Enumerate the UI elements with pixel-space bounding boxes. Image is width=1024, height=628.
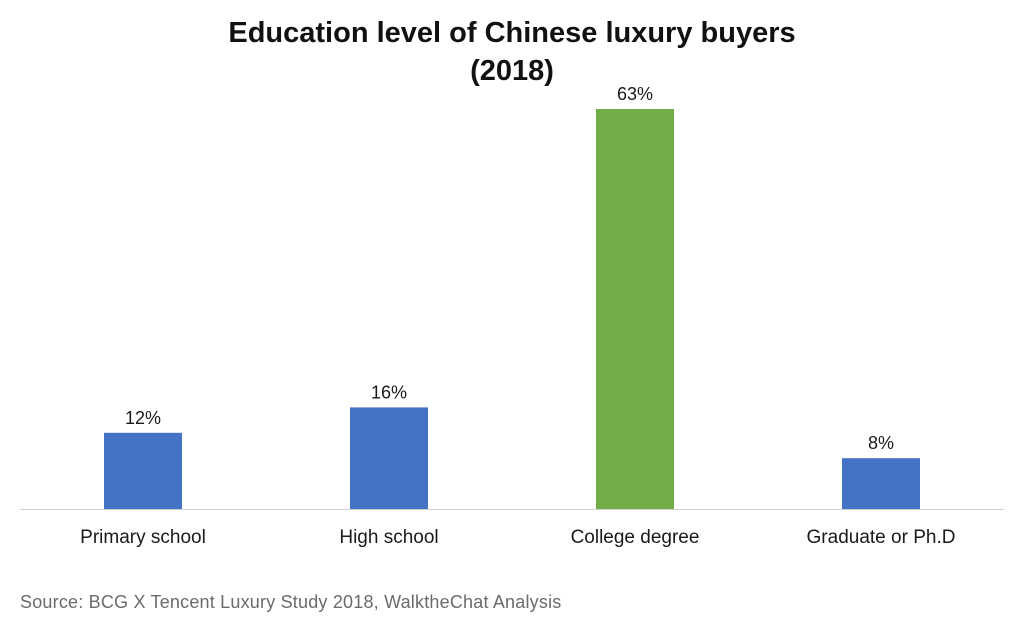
data-label: 16% — [371, 382, 407, 402]
bar-college-degree — [596, 109, 674, 509]
bar-high-school — [350, 407, 428, 509]
chart-title-line-2: (2018) — [470, 55, 554, 87]
bar-primary-school — [104, 432, 182, 509]
source-note: Source: BCG X Tencent Luxury Study 2018,… — [20, 592, 562, 612]
bar-graduate-or-ph-d — [842, 458, 920, 509]
data-label: 8% — [868, 433, 894, 453]
x-tick-label: Primary school — [80, 527, 206, 548]
data-label: 12% — [125, 408, 161, 428]
x-tick-label: Graduate or Ph.D — [807, 527, 956, 548]
chart-title: Education level of Chinese luxury buyers… — [0, 14, 1024, 90]
x-tick-label: High school — [339, 527, 438, 548]
chart-title-line-1: Education level of Chinese luxury buyers — [228, 17, 796, 49]
data-label: 63% — [617, 84, 653, 104]
x-tick-label: College degree — [571, 527, 700, 548]
